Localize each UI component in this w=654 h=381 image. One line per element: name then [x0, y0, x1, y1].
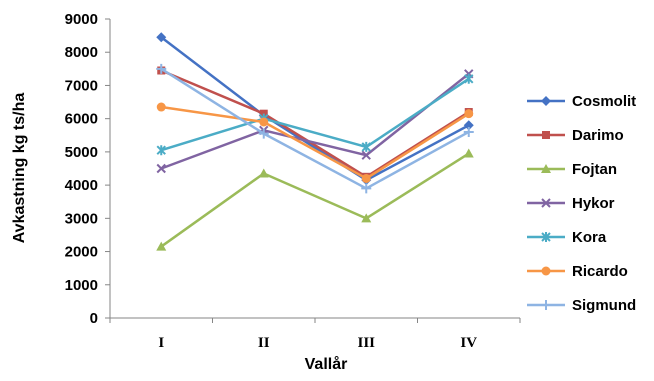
series-line-darimo: [160, 69, 470, 179]
legend-label-sigmund: Sigmund: [572, 297, 636, 314]
legend-item-sigmund: Sigmund: [527, 297, 636, 314]
y-axis-title: Avkastning kg ts/ha: [11, 93, 28, 244]
data-point-ricardo: [259, 117, 269, 127]
x-tick-label: IV: [460, 335, 477, 351]
legend-label-darimo: Darimo: [572, 127, 624, 144]
data-point-kora: [361, 141, 371, 152]
legend-label-fojtan: Fojtan: [572, 161, 617, 178]
legend-item-darimo: Darimo: [527, 127, 624, 144]
legend: Cosmolit Darimo Fojtan Hykor Kora Ricardo Sigm…: [527, 93, 636, 314]
legend-label-hykor: Hykor: [572, 195, 615, 212]
legend-item-ricardo: Ricardo: [527, 263, 628, 280]
y-tick-label: 8000: [65, 44, 98, 61]
legend-marker-fojtan: [541, 164, 551, 173]
y-tick-label: 0: [90, 310, 98, 327]
data-point-hykor: [156, 163, 166, 174]
legend-item-cosmolit: Cosmolit: [527, 93, 636, 110]
data-point-fojtan: [156, 241, 167, 251]
data-point-sigmund: [361, 183, 372, 194]
data-point-hykor: [361, 150, 371, 160]
legend-marker-darimo: [542, 131, 550, 139]
x-tick-label: II: [258, 335, 270, 351]
legend-item-fojtan: Fojtan: [527, 161, 617, 178]
axes: [105, 18, 521, 323]
series-lines: [156, 32, 474, 251]
data-point-fojtan: [463, 148, 474, 158]
data-point-sigmund: [463, 126, 474, 137]
data-point-kora: [156, 145, 166, 156]
legend-item-kora: Kora: [527, 229, 607, 246]
data-point-cosmolit: [156, 32, 167, 43]
series-darimo: [157, 66, 473, 181]
y-tick-label: 1000: [65, 277, 98, 294]
data-point-ricardo: [156, 102, 166, 112]
data-point-fojtan: [361, 213, 372, 223]
legend-marker-ricardo: [541, 266, 551, 276]
y-tick-label: 4000: [65, 177, 98, 194]
data-point-sigmund: [258, 128, 269, 139]
legend-item-hykor: Hykor: [527, 195, 615, 212]
series-ricardo: [156, 102, 474, 183]
legend-label-ricardo: Ricardo: [572, 263, 628, 280]
series-line-hykor: [160, 72, 470, 170]
data-point-fojtan: [258, 168, 269, 178]
series-line-cosmolit: [160, 36, 470, 182]
data-point-sigmund: [156, 63, 167, 74]
data-point-cosmolit: [463, 120, 474, 131]
series-line-fojtan: [160, 152, 470, 248]
y-tick-label: 5000: [65, 144, 98, 161]
y-tick-label: 2000: [65, 244, 98, 261]
series-line-kora: [160, 77, 470, 152]
legend-marker-cosmolit: [541, 96, 551, 106]
legend-marker-hykor: [541, 198, 551, 208]
legend-label-cosmolit: Cosmolit: [572, 93, 636, 110]
y-tick-label: 6000: [65, 111, 98, 128]
series-line-ricardo: [161, 105, 470, 180]
y-tick-label: 9000: [65, 11, 98, 28]
data-point-kora: [464, 73, 474, 84]
series-sigmund: [156, 63, 474, 194]
series-line-sigmund: [160, 67, 470, 190]
legend-marker-kora: [541, 232, 551, 242]
y-tick-label: 3000: [65, 210, 98, 227]
x-tick-label: III: [357, 335, 375, 351]
data-point-ricardo: [361, 173, 371, 183]
series-fojtan: [156, 148, 474, 251]
x-tick-label: I: [158, 335, 164, 351]
y-tick-label: 7000: [65, 77, 98, 94]
x-axis-title: Vallår: [305, 355, 348, 373]
legend-label-kora: Kora: [572, 229, 607, 246]
data-point-ricardo: [464, 109, 474, 119]
legend-marker-sigmund: [541, 300, 551, 310]
